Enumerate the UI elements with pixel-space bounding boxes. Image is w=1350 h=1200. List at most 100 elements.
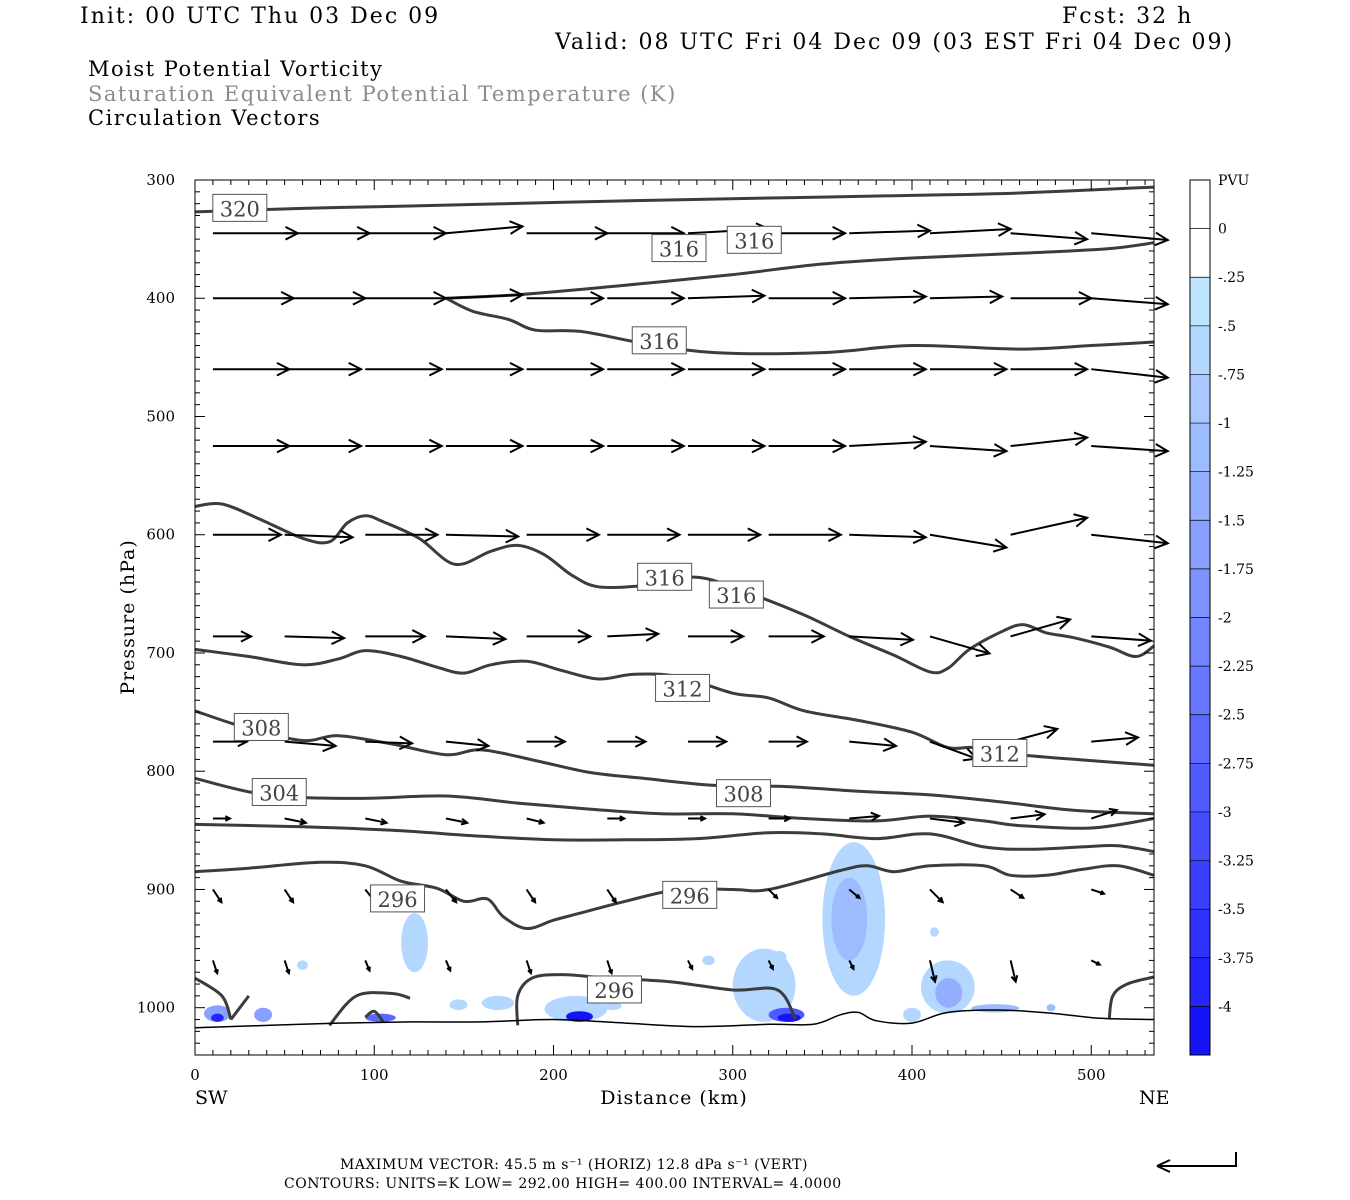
y-tick-label: 300 (146, 171, 175, 189)
circulation-vector (526, 817, 546, 825)
colorbar-swatch (1190, 277, 1210, 326)
contour-label: 316 (716, 584, 756, 608)
reference-vector-arrow (1156, 1152, 1237, 1173)
circulation-vector (1091, 533, 1170, 550)
circulation-vector (445, 817, 470, 826)
circulation-vector (1009, 960, 1019, 984)
theta-es-contour-12 (364, 1009, 385, 1023)
circulation-vector (768, 735, 810, 748)
contour-label-box (631, 326, 687, 355)
circulation-vector (607, 361, 686, 377)
circulation-vector (1091, 231, 1170, 247)
theta-es-contour-0 (194, 185, 1155, 214)
contour-label-box (655, 673, 711, 702)
circulation-vector (284, 438, 364, 454)
contour-label-box (726, 225, 782, 254)
circulation-vector (365, 527, 440, 542)
circulation-vector (1010, 361, 1090, 377)
circulation-vector (767, 888, 779, 900)
contour-label: 296 (378, 888, 418, 912)
circulation-vector (365, 225, 449, 241)
contour-label-box (662, 880, 718, 909)
pv-region-5 (935, 978, 963, 1008)
pv-region-12 (254, 1007, 273, 1022)
circulation-vector (929, 289, 1005, 305)
y-tick-label: 400 (146, 289, 175, 307)
circulation-vector (212, 290, 296, 306)
contour-label: 312 (663, 677, 703, 701)
x-tick-label: 100 (360, 1066, 389, 1084)
x-tick-label: 300 (718, 1066, 747, 1084)
pv-region-18 (772, 950, 787, 963)
circulation-vector (768, 290, 848, 306)
circulation-vector (929, 816, 967, 828)
circulation-vector (445, 361, 525, 377)
circulation-vector (849, 435, 928, 450)
circulation-vector (284, 529, 355, 545)
circulation-vector (687, 527, 763, 542)
circulation-vector (767, 959, 774, 971)
circulation-vector (929, 361, 1009, 377)
colorbar-swatch (1190, 325, 1210, 375)
contour-legend: CONTOURS: UNITS=K LOW= 292.00 HIGH= 400.… (284, 1176, 842, 1192)
circulation-vector (1090, 888, 1107, 896)
circulation-vector (849, 811, 882, 822)
max-vector-legend: MAXIMUM VECTOR: 45.5 m s⁻¹ (HORIZ) 12.8 … (340, 1157, 808, 1173)
circulation-vector (607, 527, 682, 542)
circulation-vector (445, 438, 525, 454)
contour-label-box (370, 884, 426, 913)
circulation-vector (849, 737, 899, 753)
colorbar-label: -1.25 (1218, 465, 1254, 481)
circulation-vector (283, 960, 291, 976)
theta-es-contour-9 (194, 976, 233, 1021)
circulation-vector (365, 817, 389, 826)
contour-label: 308 (241, 716, 281, 740)
pv-region-0 (401, 913, 429, 973)
circulation-vector (445, 888, 458, 904)
field-title-vectors: Circulation Vectors (88, 106, 322, 130)
pv-region-15 (449, 999, 468, 1011)
circulation-vector (284, 225, 372, 241)
circulation-vector (284, 361, 364, 377)
circulation-vector (606, 960, 614, 976)
circulation-vector (929, 740, 979, 762)
circulation-vector (929, 888, 945, 904)
x-tick-label: 500 (1077, 1066, 1106, 1084)
theta-es-contour-14 (1107, 975, 1155, 1020)
circulation-vector (687, 361, 767, 377)
circulation-vector (687, 815, 708, 822)
circulation-vector (445, 631, 508, 646)
circulation-vector (929, 635, 992, 658)
circulation-vector (687, 959, 694, 971)
field-title-theta-es: Saturation Equivalent Potential Temperat… (88, 82, 677, 106)
y-tick-label: 500 (146, 407, 175, 425)
x-axis-label: Distance (km) (600, 1087, 748, 1109)
contour-label: 316 (639, 330, 679, 354)
circulation-vector (212, 815, 233, 822)
colorbar-swatch (1190, 811, 1210, 861)
colorbar-swatch (1190, 617, 1210, 667)
axis-layer: 300 400 500 600 700 800 900 1000 0 100 200 300 400 50… (137, 171, 1154, 1084)
circulation-vector (365, 629, 427, 644)
circulation-vector (929, 533, 1009, 553)
circulation-vector (445, 738, 491, 752)
colorbar-label: -3.5 (1218, 902, 1245, 918)
circulation-vector (768, 629, 827, 644)
contour-label: 316 (659, 238, 699, 262)
x-tick-label: 200 (539, 1066, 568, 1084)
contour-label: 296 (594, 979, 634, 1003)
circulation-vector (929, 222, 1013, 237)
y-tick-label: 700 (146, 644, 175, 662)
contour-label-box (233, 712, 289, 741)
circulation-vector (768, 814, 793, 823)
circulation-vector (526, 361, 606, 377)
circulation-vector (687, 629, 746, 644)
circulation-vector (1091, 443, 1170, 458)
colorbar-label: -2.75 (1218, 756, 1254, 772)
colorbar-swatch (1190, 909, 1210, 958)
pv-region-19 (903, 1007, 921, 1022)
contour-label-box (251, 778, 307, 806)
colorbar-swatch (1190, 957, 1210, 1007)
contour-label-box (651, 234, 707, 263)
